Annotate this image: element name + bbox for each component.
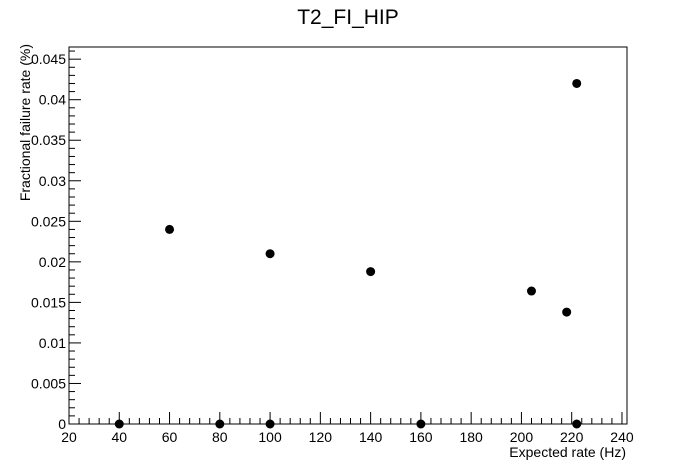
plot-frame	[68, 46, 628, 425]
data-point	[215, 419, 225, 429]
data-point	[572, 419, 582, 429]
chart-title: T2_FI_HIP	[297, 6, 399, 29]
x-tick-label: 180	[459, 429, 483, 445]
x-axis-label: Expected rate (Hz)	[509, 444, 626, 460]
data-point	[114, 419, 124, 429]
x-tick-label: 80	[212, 429, 228, 445]
x-tick-label: 220	[560, 429, 584, 445]
y-tick-label: 0.045	[31, 51, 66, 67]
y-tick-label: 0.015	[31, 294, 66, 310]
y-axis: 0 0.005 0.01 0.015 0.02 0.025 0.03 0.035 0.04 0.0…	[31, 50, 81, 432]
data-point	[165, 224, 175, 234]
data-point	[572, 78, 582, 88]
x-axis: 20 40 60 80 100 120 140 160 180 200 220 240	[61, 412, 634, 445]
data-point	[265, 419, 275, 429]
x-tick-label: 20	[61, 429, 77, 445]
data-point	[416, 419, 426, 429]
y-tick-label: 0.01	[39, 335, 66, 351]
data-point	[265, 249, 275, 259]
data-point	[526, 286, 536, 296]
x-tick-label: 160	[409, 429, 433, 445]
plot-area	[68, 46, 628, 425]
data-point	[366, 267, 376, 277]
y-tick-label: 0.04	[39, 92, 66, 108]
x-tick-label: 40	[111, 429, 127, 445]
y-tick-label: 0.03	[39, 173, 66, 189]
x-tick-label: 120	[309, 429, 333, 445]
x-tick-label: 100	[258, 429, 282, 445]
x-tick-label: 140	[359, 429, 383, 445]
y-tick-label: 0.02	[39, 254, 66, 270]
x-tick-label: 60	[162, 429, 178, 445]
y-tick-label: 0	[58, 416, 66, 432]
y-axis-label: Fractional failure rate (%)	[17, 44, 33, 201]
x-tick-label: 240	[610, 429, 634, 445]
data-points	[114, 78, 582, 429]
y-tick-label: 0.025	[31, 213, 66, 229]
y-tick-label: 0.035	[31, 132, 66, 148]
y-tick-label: 0.005	[31, 375, 66, 391]
x-tick-label: 200	[510, 429, 534, 445]
data-point	[562, 307, 572, 317]
